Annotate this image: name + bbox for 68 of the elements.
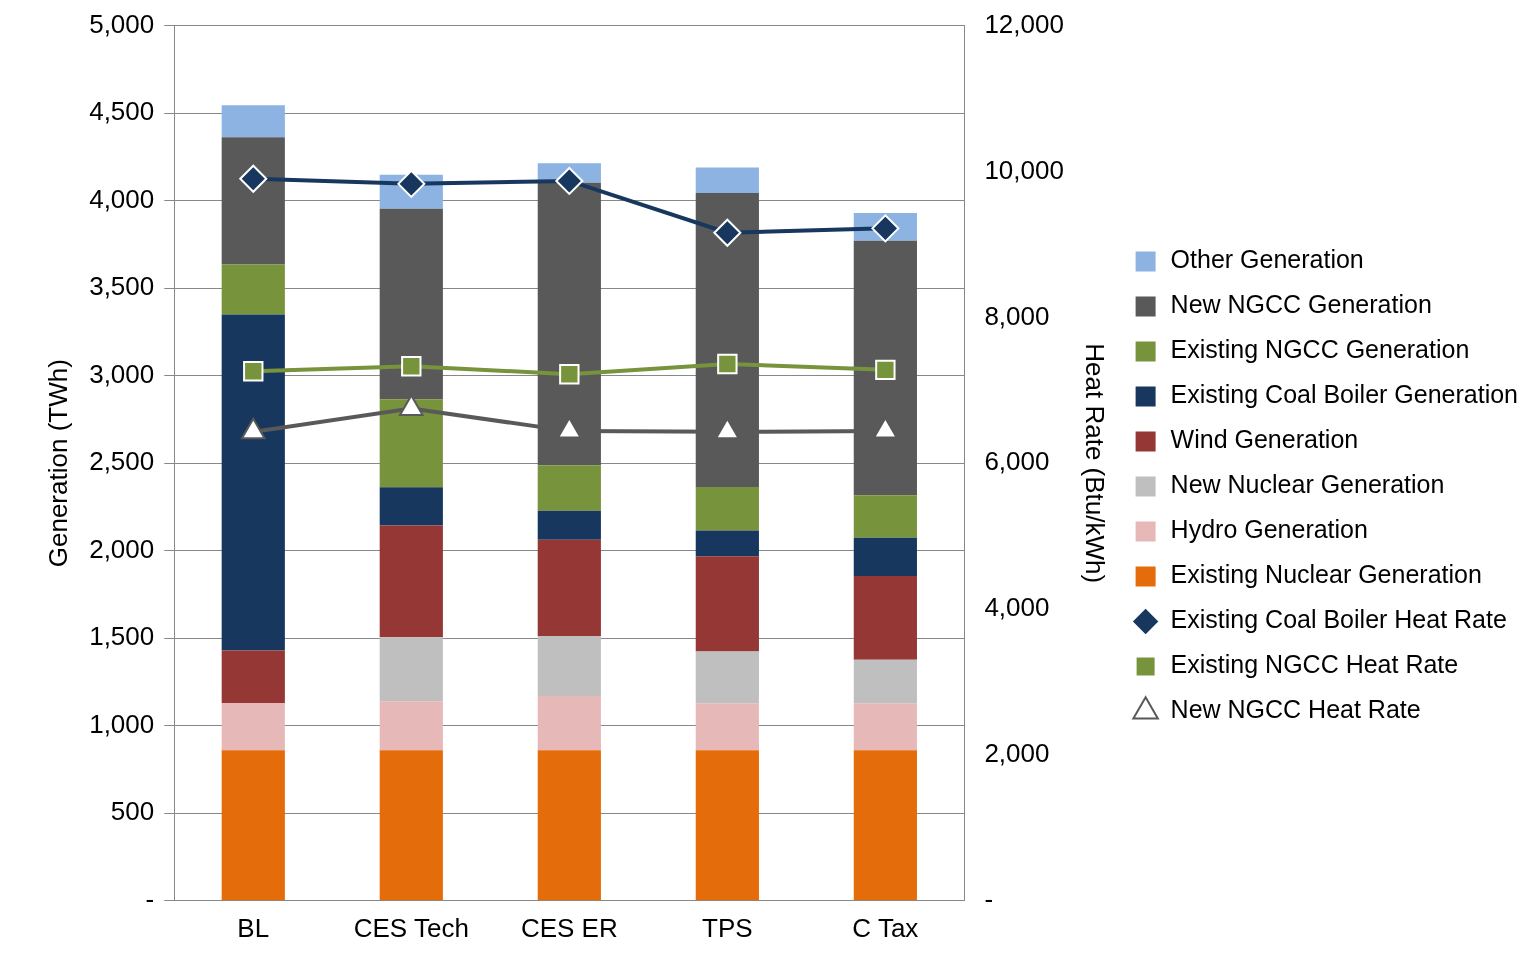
legend-label: New NGCC Generation (1170, 290, 1432, 319)
bar (695, 167, 759, 194)
y-tick-label: 3,000 (89, 358, 155, 389)
y-tick-label: 2,000 (89, 533, 155, 564)
y-tick-label: 2,500 (89, 446, 155, 477)
bar (853, 659, 917, 704)
legend-label: Existing Nuclear Generation (1170, 560, 1482, 589)
y-axis-title: Generation (TWh) (42, 359, 73, 568)
legend-label: Existing Coal Boiler Generation (1170, 380, 1519, 409)
y2-tick-label: 10,000 (984, 154, 1064, 185)
x-tick-label: TPS (702, 912, 753, 943)
y-tick-label: 1,000 (89, 708, 155, 739)
bar (379, 701, 443, 751)
legend-label: Hydro Generation (1170, 515, 1368, 544)
bar (695, 556, 759, 652)
bar (537, 635, 601, 696)
bar (537, 539, 601, 636)
bar (537, 465, 601, 511)
bar (221, 750, 285, 901)
x-tick-label: C Tax (852, 912, 919, 943)
bar (379, 525, 443, 638)
bar (537, 696, 601, 751)
x-tick-label: CES Tech (353, 912, 469, 943)
bar (853, 537, 917, 576)
bar (379, 637, 443, 702)
legend-label: Existing Coal Boiler Heat Rate (1170, 605, 1507, 634)
y-tick-label: 1,500 (89, 621, 155, 652)
legend-label: Wind Generation (1170, 425, 1359, 454)
y2-tick-label: 2,000 (984, 738, 1050, 769)
legend-label: Existing NGCC Generation (1170, 335, 1470, 364)
y-tick-label: 500 (110, 796, 155, 827)
bar (537, 750, 601, 901)
bar (379, 750, 443, 901)
y2-tick-label: 8,000 (984, 300, 1050, 331)
bar (379, 487, 443, 526)
legend-label: Other Generation (1170, 245, 1364, 274)
bar (853, 575, 917, 660)
y2-tick-label: 12,000 (984, 8, 1064, 39)
bar (695, 703, 759, 751)
y-tick-label: 4,000 (89, 183, 155, 214)
bar (695, 651, 759, 704)
y2-tick-label: 4,000 (984, 592, 1050, 623)
x-tick-label: BL (237, 912, 270, 943)
bar (221, 105, 285, 138)
y-tick-label: 4,500 (89, 96, 155, 127)
bar (853, 703, 917, 751)
legend-label: New Nuclear Generation (1170, 470, 1445, 499)
bar (221, 264, 285, 315)
legend-label: Existing NGCC Heat Rate (1170, 650, 1459, 679)
bar (695, 487, 759, 531)
bar (853, 750, 917, 901)
y2-tick-label: - (984, 883, 994, 914)
bar (695, 750, 759, 901)
y-tick-label: 3,500 (89, 271, 155, 302)
bar (537, 510, 601, 540)
y-tick-label: - (145, 883, 155, 914)
y-tick-label: 5,000 (89, 8, 155, 39)
x-tick-label: CES ER (520, 912, 618, 943)
bar (695, 530, 759, 557)
bar (221, 650, 285, 704)
bar (853, 495, 917, 538)
bar (221, 314, 285, 651)
y2-tick-label: 6,000 (984, 446, 1050, 477)
bar (221, 137, 285, 265)
bar (221, 703, 285, 751)
y2-axis-title: Heat Rate (Btu/kWh) (1080, 343, 1111, 584)
bar (379, 399, 443, 488)
legend-label: New NGCC Heat Rate (1170, 695, 1421, 724)
